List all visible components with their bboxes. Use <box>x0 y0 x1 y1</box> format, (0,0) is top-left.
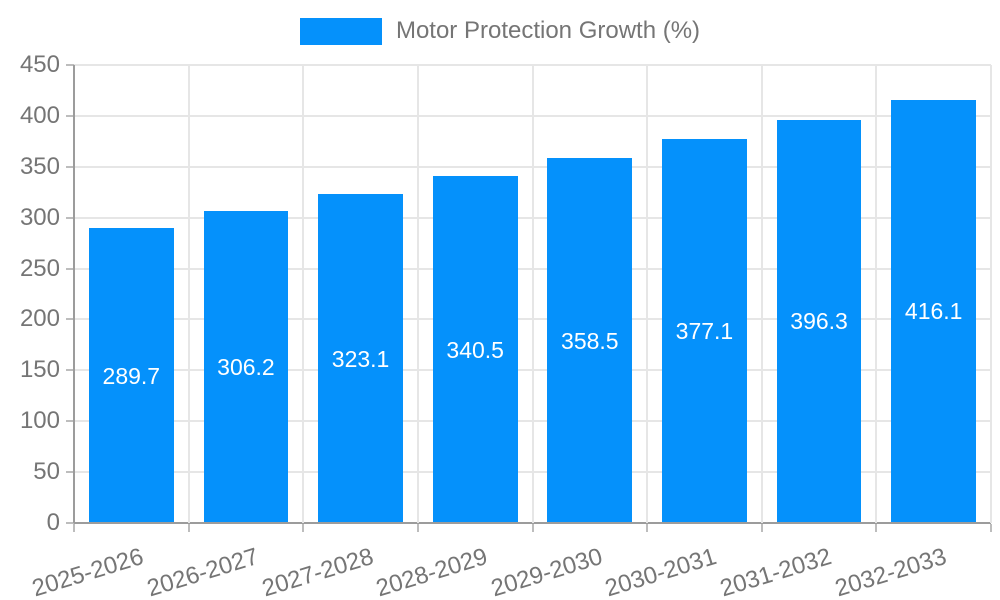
legend-label: Motor Protection Growth (%) <box>395 17 701 44</box>
bar-value-label: 323.1 <box>331 345 390 372</box>
y-axis-tick <box>66 268 74 270</box>
gridline-v <box>532 65 534 523</box>
y-tick-label: 350 <box>19 153 60 180</box>
gridline-v <box>417 65 419 523</box>
y-tick-label: 450 <box>19 51 60 78</box>
legend-item[interactable]: Motor Protection Growth (%) <box>299 17 701 45</box>
y-tick-label: 250 <box>19 255 60 282</box>
chart-legend: Motor Protection Growth (%) <box>0 12 1000 50</box>
bar[interactable] <box>547 158 633 522</box>
y-axis-tick <box>66 420 74 422</box>
y-tick-label: 100 <box>19 407 60 434</box>
y-tick-label: 400 <box>19 102 60 129</box>
bar[interactable] <box>318 194 403 522</box>
y-axis-tick <box>66 166 74 168</box>
x-axis-tick <box>646 524 648 532</box>
y-axis-tick <box>66 64 74 66</box>
x-axis-line <box>74 522 991 524</box>
x-axis-tick <box>417 524 419 532</box>
y-axis-tick <box>66 369 74 371</box>
bar-value-label: 340.5 <box>446 336 504 363</box>
gridline-v <box>761 65 763 523</box>
y-tick-label: 200 <box>19 305 60 332</box>
gridline-v <box>188 65 190 523</box>
x-axis-tick <box>302 524 304 532</box>
y-tick-label: 0 <box>46 509 60 536</box>
y-axis-tick <box>66 522 74 524</box>
y-axis-line <box>73 65 75 523</box>
y-axis-tick <box>66 471 74 473</box>
bar[interactable] <box>776 119 862 522</box>
x-axis-tick <box>990 524 992 532</box>
x-axis-tick <box>761 524 763 532</box>
bar[interactable] <box>432 176 518 522</box>
gridline-v <box>302 65 304 523</box>
bar[interactable] <box>891 99 977 522</box>
gridline-v <box>875 65 877 523</box>
y-axis-tick <box>66 318 74 320</box>
bar-value-label: 416.1 <box>904 298 963 325</box>
x-axis-tick <box>875 524 877 532</box>
gridline-v <box>990 65 992 523</box>
bar-value-label: 377.1 <box>675 318 734 345</box>
bar[interactable] <box>88 228 174 522</box>
gridline-v <box>646 65 648 523</box>
bar-value-label: 358.5 <box>561 327 619 354</box>
bar-value-label: 396.3 <box>790 308 848 335</box>
bar-value-label: 289.7 <box>102 362 161 389</box>
y-tick-label: 50 <box>33 458 60 485</box>
y-axis-tick <box>66 115 74 117</box>
y-axis-tick <box>66 217 74 219</box>
bar[interactable] <box>203 211 289 522</box>
x-axis-tick <box>188 524 190 532</box>
legend-swatch-icon <box>299 17 382 45</box>
bar[interactable] <box>662 139 747 522</box>
x-axis-tick <box>532 524 534 532</box>
y-tick-label: 150 <box>19 356 60 383</box>
y-tick-label: 300 <box>19 204 60 231</box>
bar-value-label: 306.2 <box>217 354 275 381</box>
x-axis-tick <box>73 524 75 532</box>
